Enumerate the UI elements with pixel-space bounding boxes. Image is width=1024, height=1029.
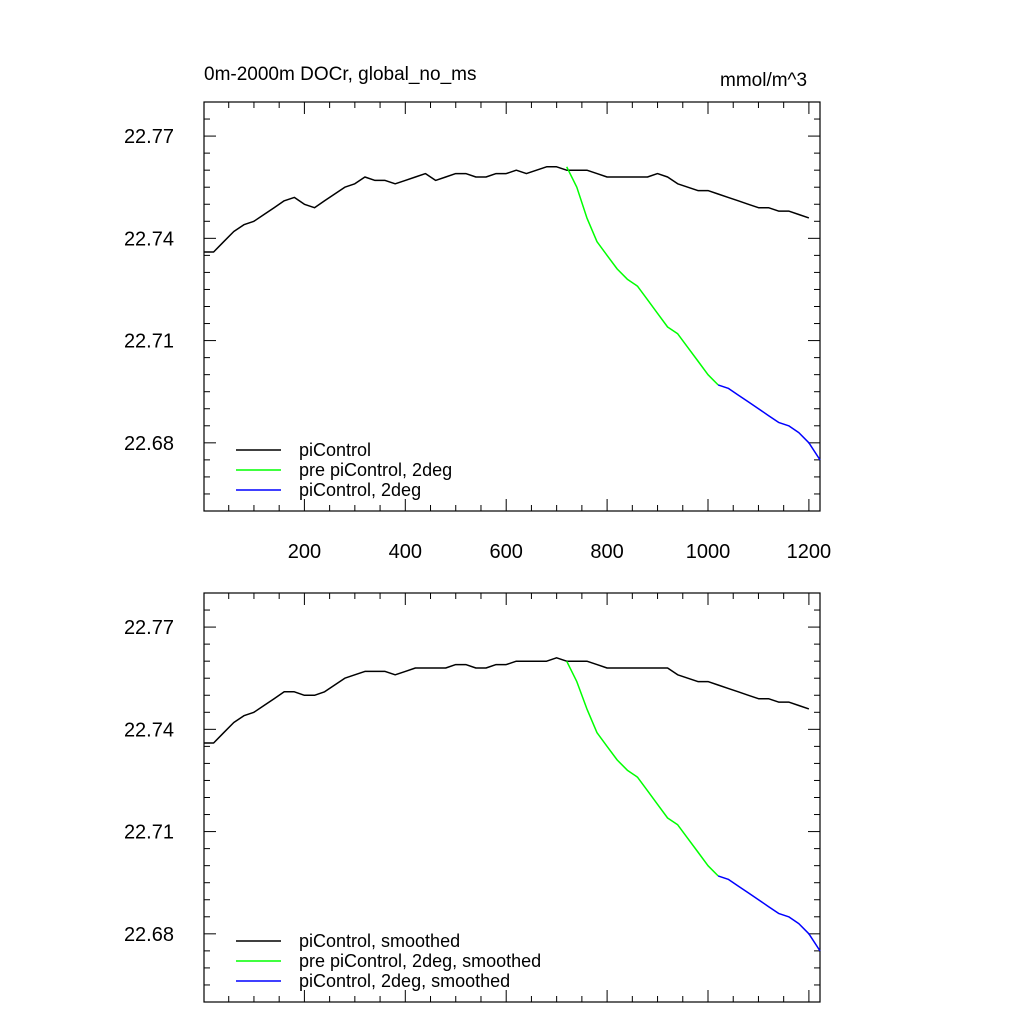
plot-title: 0m-2000m DOCr, global_no_ms [204,64,477,85]
legend-label: piControl, smoothed [299,931,460,951]
x-tick-label: 800 [590,541,623,563]
legend-label: pre piControl, 2deg, smoothed [299,951,541,971]
y-tick-label: 22.77 [124,617,174,639]
y-tick-label: 22.74 [124,719,174,741]
series-line [566,166,719,386]
x-tick-label: 400 [389,541,422,563]
plot-frame [203,101,821,512]
y-tick-label: 22.74 [124,228,174,250]
series-line [204,657,810,744]
legend-label: piControl, 2deg [299,480,421,500]
legend-label: piControl, 2deg, smoothed [299,971,510,991]
y-tick-label: 22.71 [124,331,174,353]
y-tick-label: 22.68 [124,433,174,455]
x-tick-label: 1000 [686,541,731,563]
chart-panel-top: 22.68 22.71 22.74 22.77 200 400 600 800 1000 1200… [124,101,832,563]
legend-label: pre piControl, 2deg [299,460,452,480]
series-line [566,660,719,877]
x-tick-label: 200 [288,541,321,563]
series-line [717,384,821,461]
y-tick-label: 22.77 [124,126,174,148]
y-tick-label: 22.71 [124,822,174,844]
x-tick-label: 600 [490,541,523,563]
series-line [204,166,810,253]
plot-frame [203,592,821,1003]
series-line [717,875,821,952]
plot-units: mmol/m^3 [720,70,808,91]
x-tick-label: 1200 [787,541,832,563]
legend-label: piControl [299,440,371,460]
y-tick-label: 22.68 [124,924,174,946]
